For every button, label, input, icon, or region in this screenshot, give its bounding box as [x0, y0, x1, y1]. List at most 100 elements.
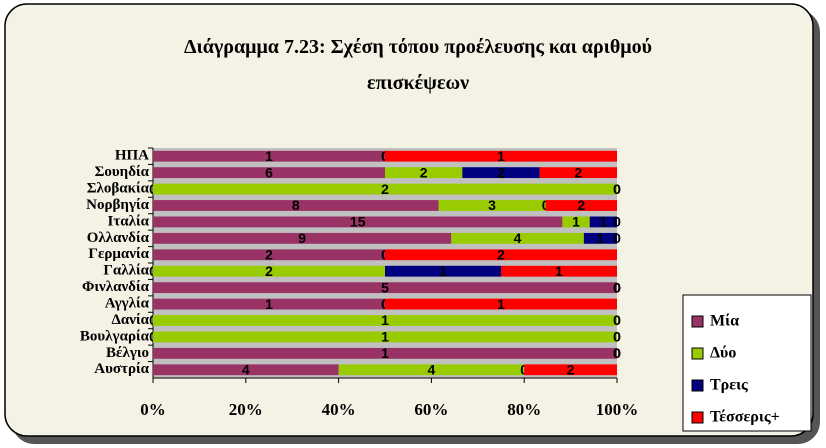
x-tick-label: 100% [596, 400, 639, 419]
bar-segment [153, 315, 617, 326]
data-label: 1 [497, 296, 505, 312]
bar-segment [153, 347, 617, 359]
data-label: 2 [265, 263, 273, 279]
data-label: 15 [350, 214, 366, 230]
legend-box [682, 294, 812, 432]
bar-segment [385, 249, 617, 261]
legend-swatch [691, 347, 704, 360]
data-label: 0 [613, 329, 621, 345]
y-tick-label: Αυστρία [94, 361, 149, 377]
data-label: 1 [572, 214, 580, 230]
bar-segment [501, 265, 617, 277]
y-tick-label: Σουηδία [95, 164, 150, 180]
x-tick-label: 80% [507, 400, 541, 419]
data-label: 0 [613, 329, 621, 345]
data-label: 2 [265, 246, 273, 262]
legend-swatch [691, 379, 704, 392]
y-tick-label: ΗΠΑ [115, 148, 149, 164]
data-label: 2 [577, 197, 585, 213]
legend-label: Τέσσερις+ [710, 409, 780, 426]
x-tick-label: 0% [140, 400, 166, 419]
bar-segment [524, 364, 617, 376]
data-label: 4 [428, 361, 436, 377]
data-label: 4 [242, 361, 250, 377]
data-label: 1 [597, 230, 605, 246]
y-tick-label: Βουλγαρία [80, 328, 150, 344]
bar-segment [153, 183, 617, 195]
bar-segment [153, 200, 439, 211]
y-tick-label: Φινλανδία [82, 279, 150, 295]
data-label: 6 [265, 164, 273, 180]
data-label: 1 [439, 263, 447, 279]
y-tick-label: Ολλανδία [87, 230, 150, 246]
bar-segment [153, 282, 617, 294]
x-tick-label: 40% [322, 400, 356, 419]
y-tick-label: Βέλγιο [106, 345, 149, 361]
bar-segment [462, 167, 540, 179]
data-label: 1 [555, 263, 563, 279]
y-tick-label: Δανία [112, 312, 150, 328]
chart-title: Διάγραμμα 7.23: Σχέση τόπου προέλευσης κ… [184, 36, 652, 94]
y-tick-label: Σλοβακία [87, 181, 150, 197]
data-label: 1 [381, 312, 389, 328]
data-label: 9 [298, 230, 306, 246]
y-tick-label: Νορβηγία [86, 197, 149, 213]
y-tick-label: Γερμανία [88, 246, 149, 262]
data-label: 0 [613, 345, 621, 361]
bar-segment [338, 364, 525, 376]
data-label: 1 [599, 214, 607, 230]
data-label: 1 [381, 329, 389, 345]
data-label: 5 [381, 279, 389, 295]
bar-segment [583, 232, 617, 244]
data-label: 0 [613, 181, 621, 197]
bar-segment [545, 200, 617, 211]
bar-segment [153, 167, 385, 179]
data-label: 0 [613, 181, 621, 197]
data-label: 1 [265, 296, 273, 312]
bar-segment [153, 150, 385, 162]
data-label: 0 [613, 312, 621, 328]
data-label: 0 [613, 279, 621, 295]
data-label: 0 [613, 230, 621, 246]
bar-segment [539, 167, 617, 179]
bar-segment [385, 298, 617, 310]
bar-segment [153, 249, 385, 261]
data-label: 0 [613, 345, 621, 361]
data-label: 3 [488, 197, 496, 213]
bar-segment [589, 216, 617, 228]
bar-segment [153, 216, 563, 228]
legend-swatch [691, 411, 704, 424]
bar-segment [385, 265, 501, 277]
bar-segment [385, 167, 463, 179]
data-label: 1 [265, 148, 273, 164]
data-label: 0 [613, 279, 621, 295]
bar-segment [153, 364, 339, 376]
legend-label: Δύο [710, 345, 736, 362]
x-tick-label: 60% [414, 400, 448, 419]
bar-segment [153, 232, 452, 244]
data-label: 0 [613, 312, 621, 328]
legend-label: Τρεις [710, 377, 748, 394]
bar-segment [153, 331, 617, 343]
legend-swatch [691, 315, 704, 328]
bar-segment [451, 232, 584, 244]
data-label: 2 [567, 361, 575, 377]
data-label: 0 [613, 214, 621, 230]
bar-segment [562, 216, 590, 228]
data-label: 2 [497, 246, 505, 262]
y-tick-label: Ιταλία [107, 213, 149, 229]
legend-label: Μία [710, 313, 739, 330]
bar-segment [153, 265, 385, 277]
y-tick-label: Γαλλία [103, 263, 149, 279]
data-label: 2 [420, 164, 428, 180]
data-label: 8 [292, 197, 300, 213]
bar-segment [385, 150, 617, 162]
data-label: 4 [514, 230, 522, 246]
data-label: 2 [497, 164, 505, 180]
bar-segment [153, 298, 385, 310]
data-label: 0 [613, 345, 621, 361]
data-label: 0 [613, 279, 621, 295]
bar-segment [438, 200, 546, 211]
